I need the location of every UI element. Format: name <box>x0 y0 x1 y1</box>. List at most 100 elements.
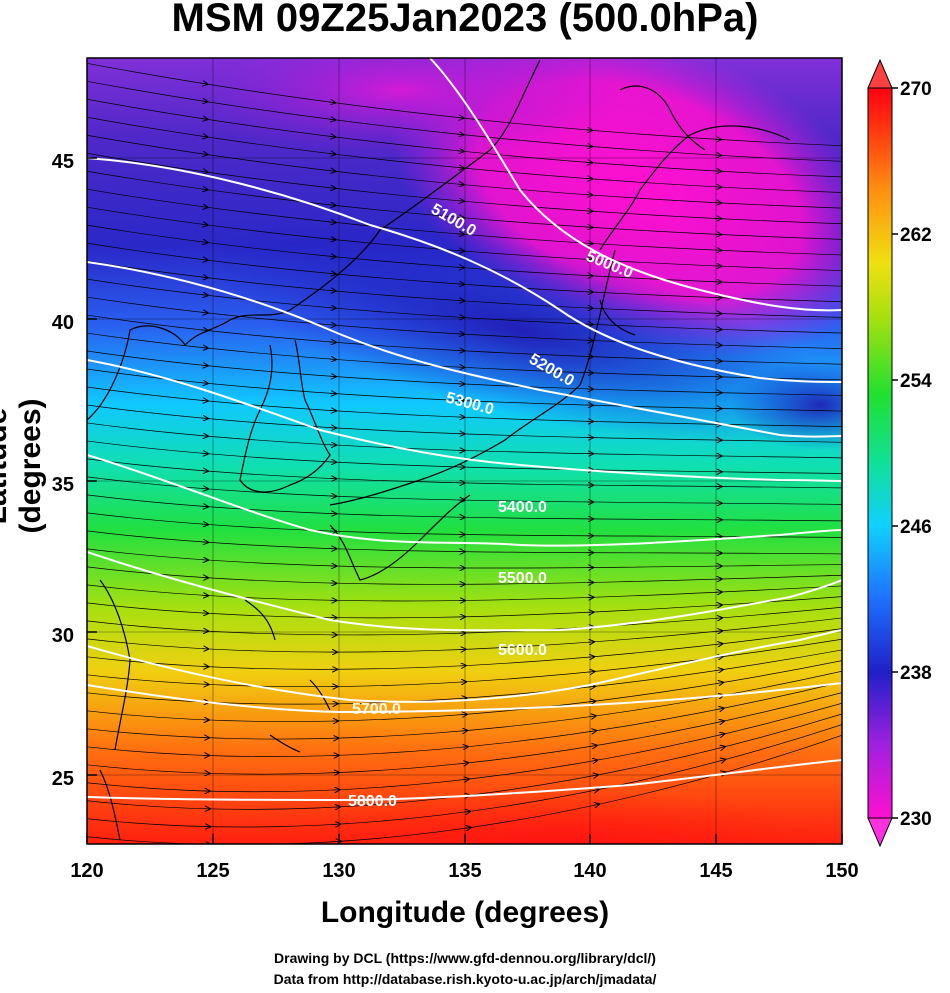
wind-arrow <box>201 136 207 137</box>
x-tick-label: 145 <box>699 860 732 882</box>
streamline <box>87 62 842 147</box>
colorbar-tick: 238 <box>900 663 932 684</box>
streamline <box>87 170 842 240</box>
wind-arrow <box>717 708 724 709</box>
y-tick-label: 30 <box>52 625 74 647</box>
streamline <box>87 596 842 619</box>
wind-arrow <box>457 201 464 202</box>
streamline <box>87 116 842 193</box>
wind-arrow <box>457 217 464 218</box>
x-tick-label: 140 <box>573 860 606 882</box>
wind-arrow <box>201 348 208 349</box>
streamline <box>87 566 842 585</box>
x-tick-label: 125 <box>196 860 229 882</box>
credit-drawing: Drawing by DCL (https://www.gfd-dennou.o… <box>274 950 656 966</box>
wind-arrow <box>462 779 469 780</box>
wind-arrow <box>329 273 336 274</box>
streamline <box>87 188 842 256</box>
wind-arrow <box>201 207 208 208</box>
wind-arrow <box>329 239 336 240</box>
streamline <box>87 458 842 489</box>
axis-ticks <box>86 157 843 844</box>
wind-arrow <box>201 400 208 401</box>
x-tick-label: 150 <box>825 860 858 882</box>
streamline <box>87 681 842 757</box>
streamline <box>87 638 842 688</box>
streamline <box>87 530 842 555</box>
y-tick-label: 25 <box>52 768 74 790</box>
wind-arrow <box>590 745 597 746</box>
colorbar: 270 262 254 246 238 230 <box>867 58 932 848</box>
wind-arrow <box>329 153 335 154</box>
streamline <box>87 260 842 318</box>
wind-arrow <box>201 189 207 190</box>
y-tick-label: 35 <box>52 474 74 496</box>
wind-arrow <box>329 205 335 206</box>
wind-arrow <box>201 101 207 102</box>
streamline <box>87 494 842 522</box>
wind-arrow <box>718 747 725 748</box>
grid-lines <box>87 58 842 844</box>
streamline <box>87 628 842 670</box>
colorbar-min-arrow <box>867 817 893 848</box>
contour-label: 5800.0 <box>348 793 397 810</box>
streamline <box>87 512 842 538</box>
contour-label: 5500.0 <box>498 570 547 587</box>
streamline <box>87 476 842 505</box>
wind-arrow <box>719 759 725 761</box>
contour-label: 5600.0 <box>498 642 547 659</box>
streamline <box>87 278 842 334</box>
wind-streamlines <box>87 62 842 844</box>
streamline <box>87 314 842 365</box>
streamline <box>87 98 842 178</box>
wind-arrow <box>201 259 208 260</box>
wind-arrow <box>461 730 467 731</box>
streamline <box>87 368 842 412</box>
wind-arrow <box>329 308 336 309</box>
streamline <box>87 617 842 653</box>
wind-arrow <box>201 277 208 278</box>
streamline <box>87 404 842 443</box>
wind-arrow <box>201 224 208 225</box>
wind-arrow <box>592 790 599 791</box>
wind-arrow <box>457 134 464 135</box>
wind-arrow <box>716 644 722 645</box>
wind-arrow <box>593 804 599 805</box>
x-tick-label: 130 <box>322 860 355 882</box>
wind-arrow <box>201 418 208 419</box>
wind-arrow <box>329 171 335 172</box>
x-tick-label: 120 <box>70 860 103 882</box>
wind-arrow <box>464 827 471 828</box>
wind-arrow <box>457 117 463 118</box>
y-tick-labels: 25 30 35 40 45 <box>52 151 74 790</box>
x-tick-labels: 120 125 130 135 140 145 150 <box>70 860 858 882</box>
colorbar-tick: 246 <box>900 517 932 538</box>
wind-arrow <box>201 312 208 313</box>
wind-arrow <box>588 657 594 658</box>
contour-label: 5700.0 <box>352 701 401 718</box>
streamline <box>87 152 842 225</box>
streamline <box>87 80 842 162</box>
wind-arrow <box>718 734 725 735</box>
map-title: MSM 09Z25Jan2023 (500.0hPa) <box>171 0 759 40</box>
wind-arrow <box>329 291 336 292</box>
streamline <box>87 134 842 209</box>
wind-arrow <box>717 682 723 683</box>
wind-arrow <box>201 436 208 437</box>
wind-arrow <box>201 453 208 454</box>
wind-arrow <box>589 716 596 717</box>
wind-arrow <box>588 672 595 673</box>
streamline <box>87 702 842 793</box>
wind-arrow <box>716 631 722 632</box>
wind-arrow <box>201 242 208 243</box>
streamline <box>87 224 842 287</box>
wind-arrow <box>201 118 207 119</box>
wind-arrow <box>201 171 207 172</box>
streamline <box>87 242 842 303</box>
colorbar-scale <box>867 87 893 819</box>
streamline <box>87 713 842 810</box>
coastlines <box>87 59 791 841</box>
wind-arrow <box>201 383 208 384</box>
height-contours <box>87 58 842 802</box>
